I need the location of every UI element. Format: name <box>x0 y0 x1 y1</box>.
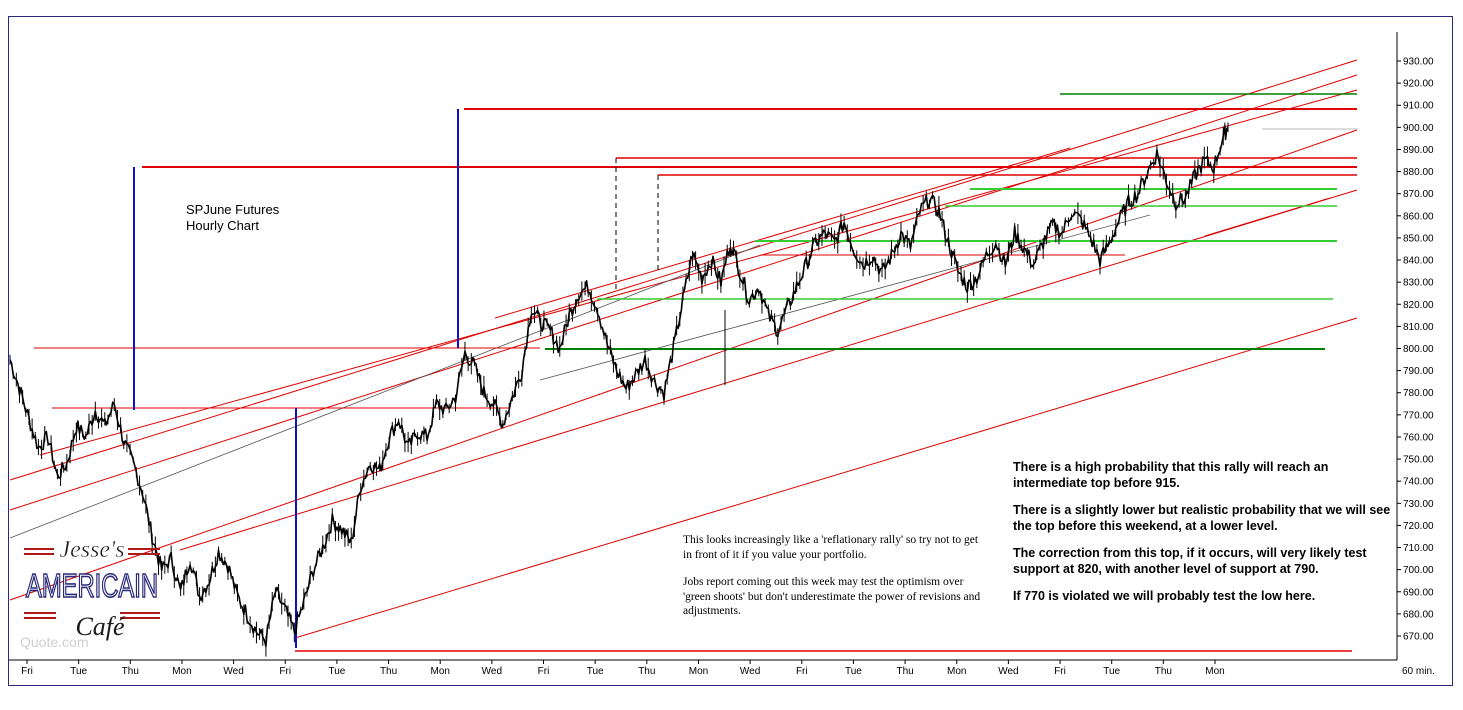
y-tick-label: 910.00 <box>1403 101 1434 112</box>
annotation-paragraph: There is a high probability that this ra… <box>1013 460 1329 490</box>
y-tick-label: 750.00 <box>1403 455 1434 466</box>
trend-channel-lines <box>9 59 1358 639</box>
y-tick-label: 900.00 <box>1403 123 1434 134</box>
y-tick-label: 740.00 <box>1403 477 1434 488</box>
x-tick-label: Fri <box>279 666 291 677</box>
x-tick-label: Tue <box>328 666 345 677</box>
x-tick-label: Mon <box>172 666 191 677</box>
y-tick-label: 920.00 <box>1403 79 1434 90</box>
logo-watermark: Quote.com <box>20 634 88 650</box>
x-axis: Fri Tue Thu Mon Wed Fri Tue Thu Mon Wed Fri Tue Thu M… <box>21 660 1225 677</box>
annotation-paragraph: If 770 is violated we will probably test… <box>1013 589 1316 603</box>
x-tick-label: Wed <box>740 666 760 677</box>
price-line <box>9 125 1229 648</box>
y-tick-label: 790.00 <box>1403 366 1434 377</box>
y-tick-label: 820.00 <box>1403 300 1434 311</box>
y-tick-label: 810.00 <box>1403 322 1434 333</box>
gray-channel-lines <box>9 214 1151 539</box>
x-tick-label: Thu <box>638 666 655 677</box>
annotation-paragraph: The correction from this top, if it occu… <box>1013 546 1367 576</box>
y-tick-label: 840.00 <box>1403 256 1434 267</box>
x-tick-label: Fri <box>21 666 33 677</box>
y-tick-label: 700.00 <box>1403 565 1434 576</box>
y-tick-label: 850.00 <box>1403 233 1434 244</box>
trend-line <box>9 129 1358 601</box>
y-tick-label: 680.00 <box>1403 609 1434 620</box>
x-tick-label: Fri <box>538 666 550 677</box>
trend-line <box>9 59 1358 481</box>
blue-markers <box>133 109 459 648</box>
trend-line <box>294 317 1358 639</box>
y-tick-label: 880.00 <box>1403 167 1434 178</box>
chart-frame <box>8 16 1453 686</box>
x-tick-label: Thu <box>896 666 913 677</box>
x-tick-label: Wed <box>998 666 1018 677</box>
x-tick-label: Mon <box>689 666 708 677</box>
x-tick-label: Wed <box>223 666 243 677</box>
chart-title-block: SPJune Futures Hourly Chart <box>186 202 279 234</box>
y-tick-label: 890.00 <box>1403 145 1434 156</box>
y-tick-label: 770.00 <box>1403 410 1434 421</box>
x-tick-label: Fri <box>1054 666 1066 677</box>
annotation-paragraph: Jobs report coming out this week may tes… <box>683 576 981 617</box>
x-tick-label: Mon <box>947 666 966 677</box>
logo-line2: AMERICAIN <box>26 567 158 604</box>
x-tick-label: Fri <box>796 666 808 677</box>
logo-line1: Jesse's <box>59 537 124 563</box>
trend-line <box>1204 197 1331 237</box>
logo-line3: Café <box>75 612 126 641</box>
logo-stripes <box>24 548 160 619</box>
y-tick-label: 720.00 <box>1403 521 1434 532</box>
x-tick-label: Thu <box>1155 666 1172 677</box>
channel-line <box>9 244 761 539</box>
y-tick-label: 860.00 <box>1403 211 1434 222</box>
y-tick-label: 830.00 <box>1403 278 1434 289</box>
trend-line <box>179 189 1358 551</box>
channel-line <box>539 214 1151 381</box>
chart-title: SPJune Futures <box>186 202 280 217</box>
cafe-logo: Jesse's AMERICAIN Café Quote.com <box>20 537 160 650</box>
dashed-markers <box>615 158 726 385</box>
y-tick-label: 780.00 <box>1403 388 1434 399</box>
annotation-left: This looks increasingly like a 'reflatio… <box>683 533 983 632</box>
x-tick-label: Thu <box>380 666 397 677</box>
x-tick-label: Tue <box>70 666 87 677</box>
x-tick-label: Thu <box>122 666 139 677</box>
y-tick-label: 870.00 <box>1403 189 1434 200</box>
resistance-levels <box>34 108 1357 652</box>
timeframe-label: 60 min. <box>1402 666 1435 677</box>
y-tick-label: 760.00 <box>1403 432 1434 443</box>
y-tick-label: 730.00 <box>1403 499 1434 510</box>
x-tick-label: Tue <box>587 666 604 677</box>
support-levels <box>545 93 1357 350</box>
x-tick-label: Tue <box>1103 666 1120 677</box>
x-tick-label: Wed <box>482 666 502 677</box>
x-tick-label: Mon <box>1205 666 1224 677</box>
y-tick-label: 930.00 <box>1403 57 1434 68</box>
price-series <box>9 122 1229 657</box>
chart-subtitle: Hourly Chart <box>186 218 259 233</box>
y-tick-label: 800.00 <box>1403 344 1434 355</box>
y-tick-label: 670.00 <box>1403 632 1434 643</box>
annotation-right: There is a high probability that this ra… <box>1013 459 1393 615</box>
y-tick-label: 710.00 <box>1403 543 1434 554</box>
y-tick-label: 690.00 <box>1403 587 1434 598</box>
annotation-paragraph: This looks increasingly like a 'reflatio… <box>683 534 979 561</box>
y-axis: 670.00 680.00 690.00 700.00 710.00 720.00 730.… <box>1397 57 1434 643</box>
x-tick-label: Mon <box>430 666 449 677</box>
trend-line <box>494 147 1071 319</box>
x-tick-label: Tue <box>845 666 862 677</box>
annotation-paragraph: There is a slightly lower but realistic … <box>1013 503 1391 533</box>
